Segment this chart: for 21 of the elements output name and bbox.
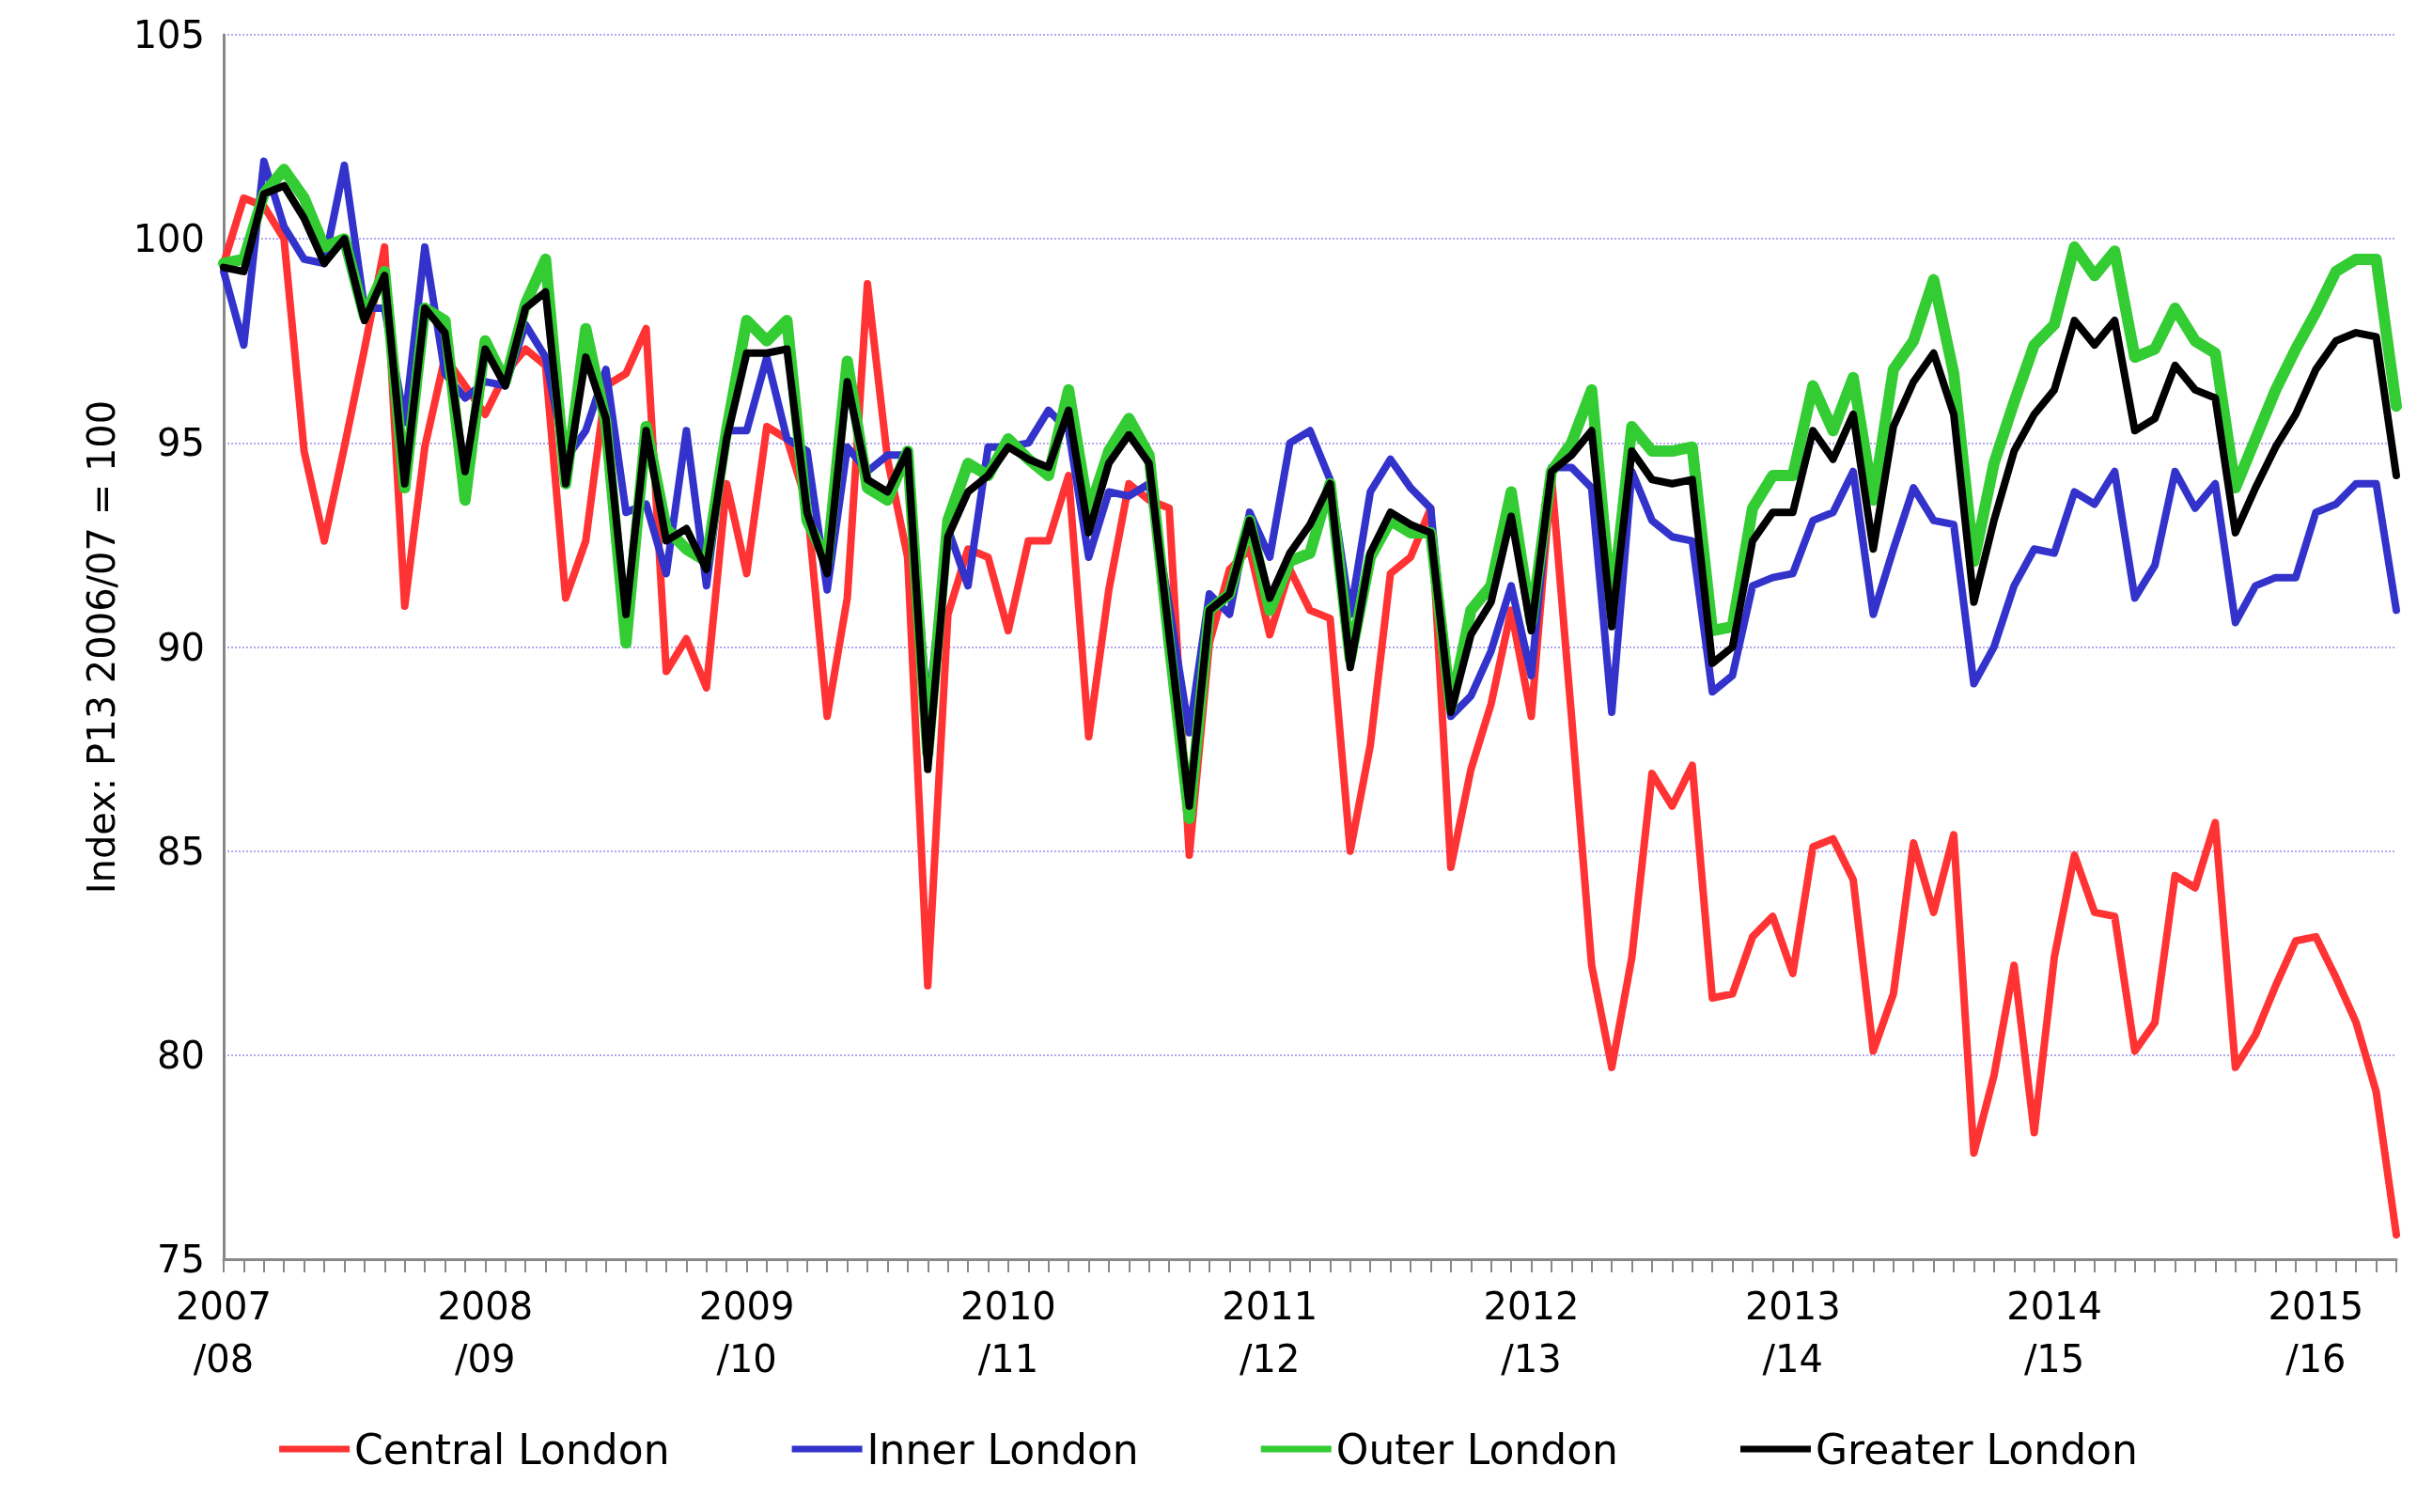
y-tick-label: 85 — [157, 829, 205, 873]
legend-label: Central London — [354, 1425, 670, 1473]
x-tick-label: 2013 /14 — [1744, 1285, 1841, 1380]
y-axis-title: Index: P13 2006/07 = 100 — [80, 399, 123, 895]
x-tick-label: 2014 /15 — [2006, 1285, 2102, 1380]
y-tick-label: 90 — [157, 625, 205, 669]
y-tick-label: 80 — [157, 1033, 205, 1077]
legend-label: Greater London — [1815, 1425, 2138, 1473]
x-tick-label: 2010 /11 — [959, 1285, 1056, 1380]
legend-label: Outer London — [1335, 1425, 1618, 1473]
x-tick-label: 2008 /09 — [437, 1285, 534, 1380]
x-tick-label: 2011 /12 — [1222, 1285, 1318, 1380]
x-tick-label: 2007 /08 — [176, 1285, 272, 1380]
y-tick-label: 75 — [157, 1238, 205, 1281]
x-tick-label: 2009 /10 — [698, 1285, 795, 1380]
x-tick-label: 2012 /13 — [1483, 1285, 1580, 1380]
x-tick-label: 2015 /16 — [2268, 1285, 2364, 1380]
y-tick-label: 100 — [133, 217, 205, 261]
legend-label: Inner London — [866, 1425, 1139, 1473]
y-tick-label: 95 — [157, 421, 205, 465]
y-tick-label: 105 — [133, 13, 205, 56]
